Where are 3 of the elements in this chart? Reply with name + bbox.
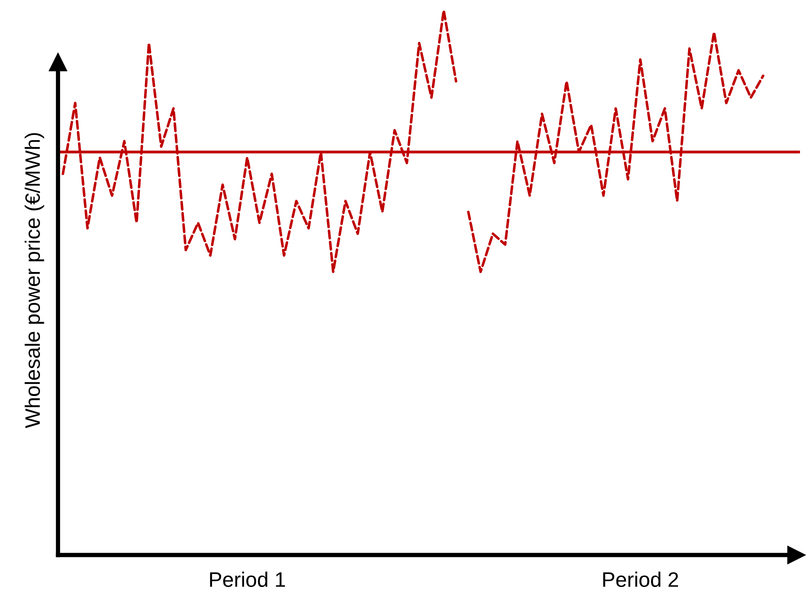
y-axis-title: Wholesale power price (€/MWh) [24,133,44,428]
x-tick-label: Period 1 [210,572,285,587]
x-tick-label: Period 2 [603,572,678,587]
